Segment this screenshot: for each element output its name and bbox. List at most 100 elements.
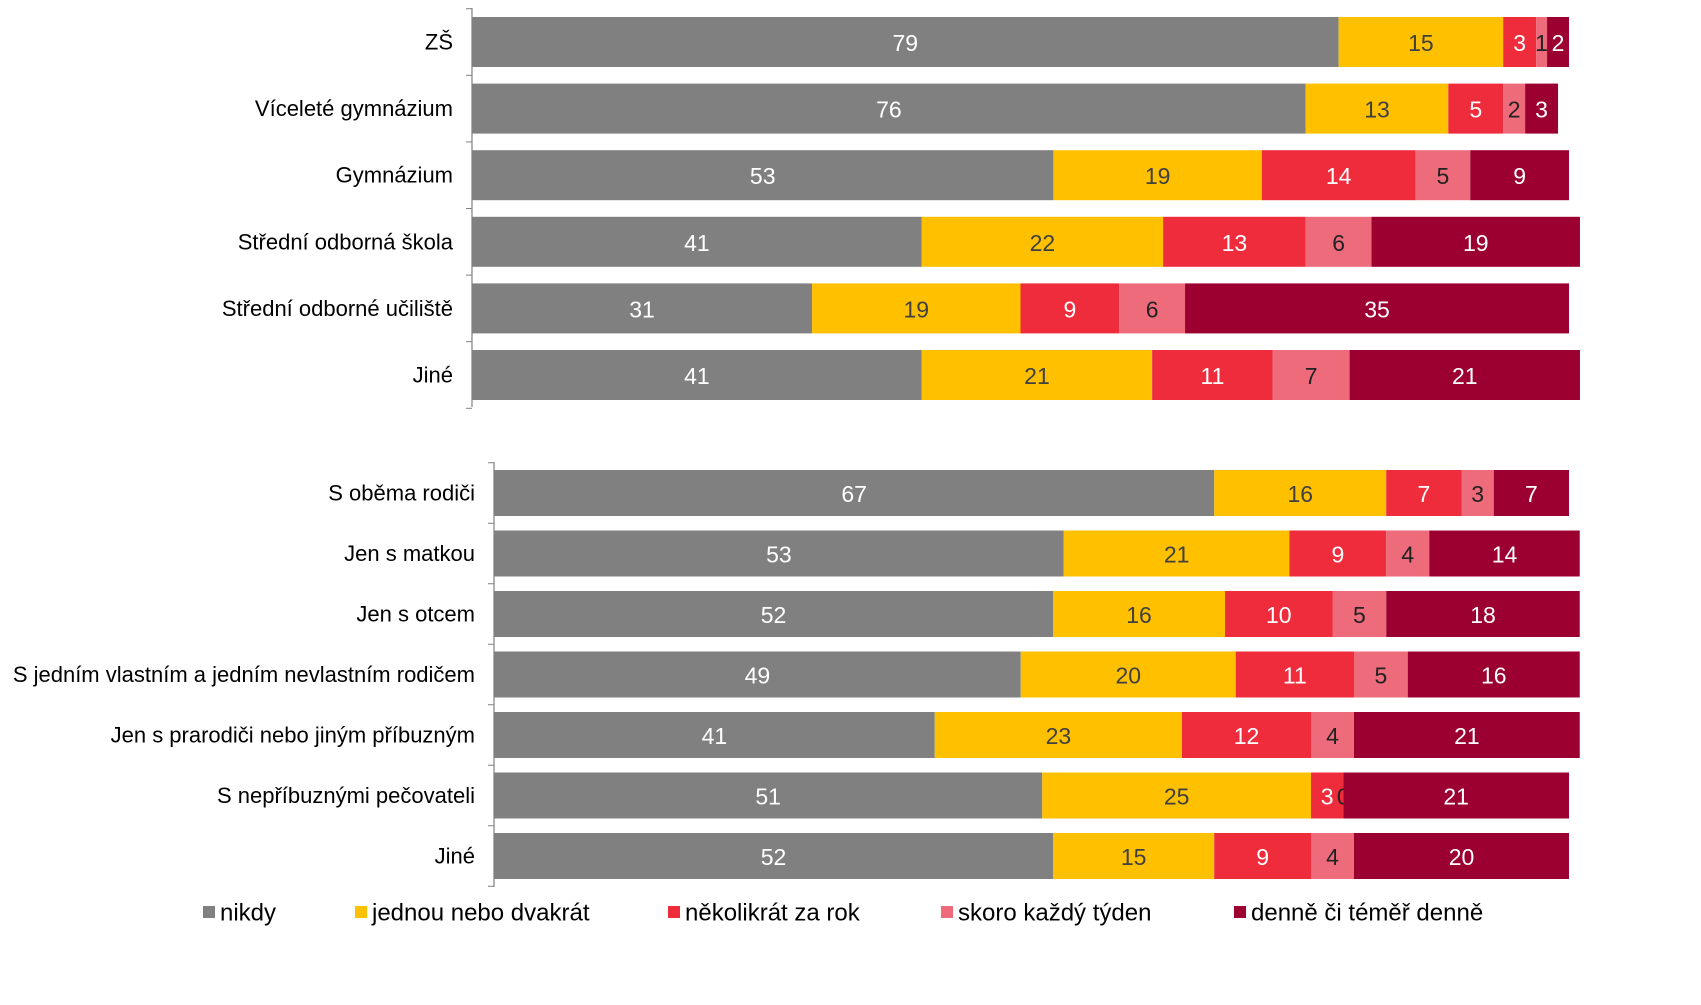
data-label-jine-nekolikrat-za-rok: 11 <box>1201 363 1225 389</box>
data-label-stredni-odborna-skola-jednou-nebo-dvakrat: 22 <box>1030 230 1056 256</box>
data-label-jen-s-prarodici-nebo-jinym-pribuznym-nekolikrat-za-rok: 12 <box>1234 723 1260 749</box>
data-label-stredni-odborne-uciliste-jednou-nebo-dvakrat: 19 <box>903 296 929 322</box>
bar-vicelete-gymnazium-jednou-nebo-dvakrat <box>1305 83 1449 134</box>
category-label-jen-s-matkou: Jen s matkou <box>344 541 475 566</box>
data-label-jen-s-prarodici-nebo-jinym-pribuznym-denne-ci-temer-denne: 21 <box>1454 723 1480 749</box>
bar-jine-nikdy <box>472 350 922 400</box>
bar-jen-s-matkou-denne-ci-temer-denne <box>1429 530 1580 577</box>
data-label-gymnazium-nekolikrat-za-rok: 14 <box>1326 163 1352 189</box>
bar-gymnazium-denne-ci-temer-denne <box>1470 150 1569 201</box>
bar-zs-denne-ci-temer-denne <box>1547 17 1569 67</box>
bar-zs-skoro-kazdy-tyden <box>1536 17 1548 67</box>
bar-jen-s-otcem-skoro-kazdy-tyden <box>1332 591 1387 637</box>
bar-zs-nekolikrat-za-rok <box>1503 17 1537 67</box>
bar-stredni-odborna-skola-nikdy <box>472 216 922 267</box>
data-label-jine-denne-ci-temer-denne: 20 <box>1449 844 1475 870</box>
bar-vicelete-gymnazium-denne-ci-temer-denne <box>1525 83 1559 134</box>
category-label-s-obema-rodici: S oběma rodiči <box>328 481 475 506</box>
data-label-jine-jednou-nebo-dvakrat: 15 <box>1121 844 1147 870</box>
bar-stredni-odborne-uciliste-skoro-kazdy-tyden <box>1119 283 1186 334</box>
bar-s-obema-rodici-nekolikrat-za-rok <box>1386 470 1462 516</box>
legend-label-denne-ci-temer-denne: denně či téměř denně <box>1251 900 1483 927</box>
data-label-s-obema-rodici-nikdy: 67 <box>841 481 867 507</box>
data-label-s-jednim-vlastnim-a-jednim-nevlastnim-rodicem-nekolikrat-za-rok: 11 <box>1283 663 1307 689</box>
bar-stredni-odborna-skola-denne-ci-temer-denne <box>1371 216 1580 267</box>
bar-jen-s-prarodici-nebo-jinym-pribuznym-denne-ci-temer-denne <box>1354 712 1580 758</box>
bar-jine-nikdy <box>494 833 1053 879</box>
data-label-s-jednim-vlastnim-a-jednim-nevlastnim-rodicem-nikdy: 49 <box>745 663 771 689</box>
data-label-jen-s-otcem-jednou-nebo-dvakrat: 16 <box>1126 602 1152 628</box>
data-label-stredni-odborne-uciliste-skoro-kazdy-tyden: 6 <box>1146 296 1159 322</box>
data-label-s-obema-rodici-skoro-kazdy-tyden: 3 <box>1471 481 1484 507</box>
data-label-s-nepribuznymi-pecovateli-denne-ci-temer-denne: 21 <box>1443 784 1469 810</box>
bar-s-obema-rodici-jednou-nebo-dvakrat <box>1214 470 1387 516</box>
bar-stredni-odborna-skola-skoro-kazdy-tyden <box>1305 216 1372 267</box>
bar-gymnazium-nekolikrat-za-rok <box>1261 150 1416 201</box>
bar-vicelete-gymnazium-nikdy <box>472 83 1306 134</box>
legend-swatch-jednou-nebo-dvakrat <box>355 906 367 918</box>
data-label-jen-s-matkou-skoro-kazdy-tyden: 4 <box>1401 542 1414 568</box>
legend-swatch-denne-ci-temer-denne <box>1234 906 1246 918</box>
category-label-s-jednim-vlastnim-a-jednim-nevlastnim-rodicem: S jedním vlastním a jedním nevlastním ro… <box>13 662 475 687</box>
data-label-s-jednim-vlastnim-a-jednim-nevlastnim-rodicem-skoro-kazdy-tyden: 5 <box>1374 663 1387 689</box>
data-label-jen-s-matkou-denne-ci-temer-denne: 14 <box>1492 542 1518 568</box>
bar-stredni-odborna-skola-nekolikrat-za-rok <box>1163 216 1306 267</box>
bar-s-nepribuznymi-pecovateli-denne-ci-temer-denne <box>1343 772 1569 819</box>
bar-s-obema-rodici-denne-ci-temer-denne <box>1493 470 1569 516</box>
bar-jen-s-prarodici-nebo-jinym-pribuznym-jednou-nebo-dvakrat <box>934 712 1182 758</box>
data-label-vicelete-gymnazium-jednou-nebo-dvakrat: 13 <box>1364 97 1390 123</box>
category-label-jen-s-prarodici-nebo-jinym-pribuznym: Jen s prarodiči nebo jiným příbuzným <box>111 723 475 748</box>
data-label-zs-skoro-kazdy-tyden: 1 <box>1535 30 1548 56</box>
data-label-zs-denne-ci-temer-denne: 2 <box>1552 30 1565 56</box>
bar-jen-s-matkou-nekolikrat-za-rok <box>1289 530 1387 577</box>
bar-jine-jednou-nebo-dvakrat <box>1053 833 1215 879</box>
bar-vicelete-gymnazium-skoro-kazdy-tyden <box>1503 83 1526 134</box>
data-label-s-obema-rodici-denne-ci-temer-denne: 7 <box>1525 481 1538 507</box>
bar-s-jednim-vlastnim-a-jednim-nevlastnim-rodicem-nikdy <box>494 651 1021 698</box>
bar-s-obema-rodici-skoro-kazdy-tyden <box>1461 470 1494 516</box>
bar-gymnazium-skoro-kazdy-tyden <box>1415 150 1471 201</box>
data-label-s-jednim-vlastnim-a-jednim-nevlastnim-rodicem-jednou-nebo-dvakrat: 20 <box>1115 663 1141 689</box>
data-label-jine-nekolikrat-za-rok: 9 <box>1256 844 1269 870</box>
bar-jine-nekolikrat-za-rok <box>1214 833 1311 879</box>
data-label-vicelete-gymnazium-denne-ci-temer-denne: 3 <box>1535 97 1548 123</box>
category-label-jine: Jiné <box>413 363 453 388</box>
data-label-jine-nikdy: 41 <box>684 363 710 389</box>
category-label-stredni-odborna-skola: Střední odborná škola <box>238 229 454 254</box>
category-label-jine: Jiné <box>435 844 475 869</box>
data-label-gymnazium-skoro-kazdy-tyden: 5 <box>1436 163 1449 189</box>
data-label-jen-s-otcem-skoro-kazdy-tyden: 5 <box>1353 602 1366 628</box>
bar-s-jednim-vlastnim-a-jednim-nevlastnim-rodicem-denne-ci-temer-denne <box>1407 651 1580 698</box>
data-label-stredni-odborna-skola-nekolikrat-za-rok: 13 <box>1222 230 1248 256</box>
chart-legend: nikdy jednou nebo dvakrát několikrát za ro… <box>203 900 1483 927</box>
category-label-vicelete-gymnazium: Víceleté gymnázium <box>255 96 453 121</box>
bar-stredni-odborne-uciliste-jednou-nebo-dvakrat <box>812 283 1021 334</box>
legend-label-skoro-kazdy-tyden: skoro každý týden <box>958 900 1151 927</box>
data-label-jine-skoro-kazdy-tyden: 7 <box>1305 363 1318 389</box>
data-label-s-obema-rodici-nekolikrat-za-rok: 7 <box>1417 481 1430 507</box>
data-label-s-obema-rodici-jednou-nebo-dvakrat: 16 <box>1287 481 1313 507</box>
data-label-zs-nikdy: 79 <box>893 30 919 56</box>
data-label-s-nepribuznymi-pecovateli-nikdy: 51 <box>755 784 781 810</box>
data-label-stredni-odborne-uciliste-nekolikrat-za-rok: 9 <box>1063 296 1076 322</box>
bar-jen-s-otcem-nikdy <box>494 591 1053 637</box>
data-label-jine-denne-ci-temer-denne: 21 <box>1452 363 1478 389</box>
legend-label-nikdy: nikdy <box>220 900 276 927</box>
data-label-stredni-odborna-skola-skoro-kazdy-tyden: 6 <box>1332 230 1345 256</box>
bar-s-obema-rodici-nikdy <box>494 470 1215 516</box>
category-label-s-nepribuznymi-pecovateli: S nepříbuznými pečovateli <box>217 783 475 808</box>
data-label-stredni-odborne-uciliste-nikdy: 31 <box>629 296 655 322</box>
data-label-zs-jednou-nebo-dvakrat: 15 <box>1408 30 1434 56</box>
legend-swatch-nekolikrat-za-rok <box>668 906 680 918</box>
bar-stredni-odborne-uciliste-nekolikrat-za-rok <box>1020 283 1120 334</box>
bar-jine-skoro-kazdy-tyden <box>1272 350 1350 400</box>
bar-s-nepribuznymi-pecovateli-nikdy <box>494 772 1043 819</box>
data-label-s-nepribuznymi-pecovateli-nekolikrat-za-rok: 3 <box>1321 784 1334 810</box>
data-label-s-jednim-vlastnim-a-jednim-nevlastnim-rodicem-denne-ci-temer-denne: 16 <box>1481 663 1507 689</box>
data-label-jen-s-otcem-nikdy: 52 <box>761 602 787 628</box>
